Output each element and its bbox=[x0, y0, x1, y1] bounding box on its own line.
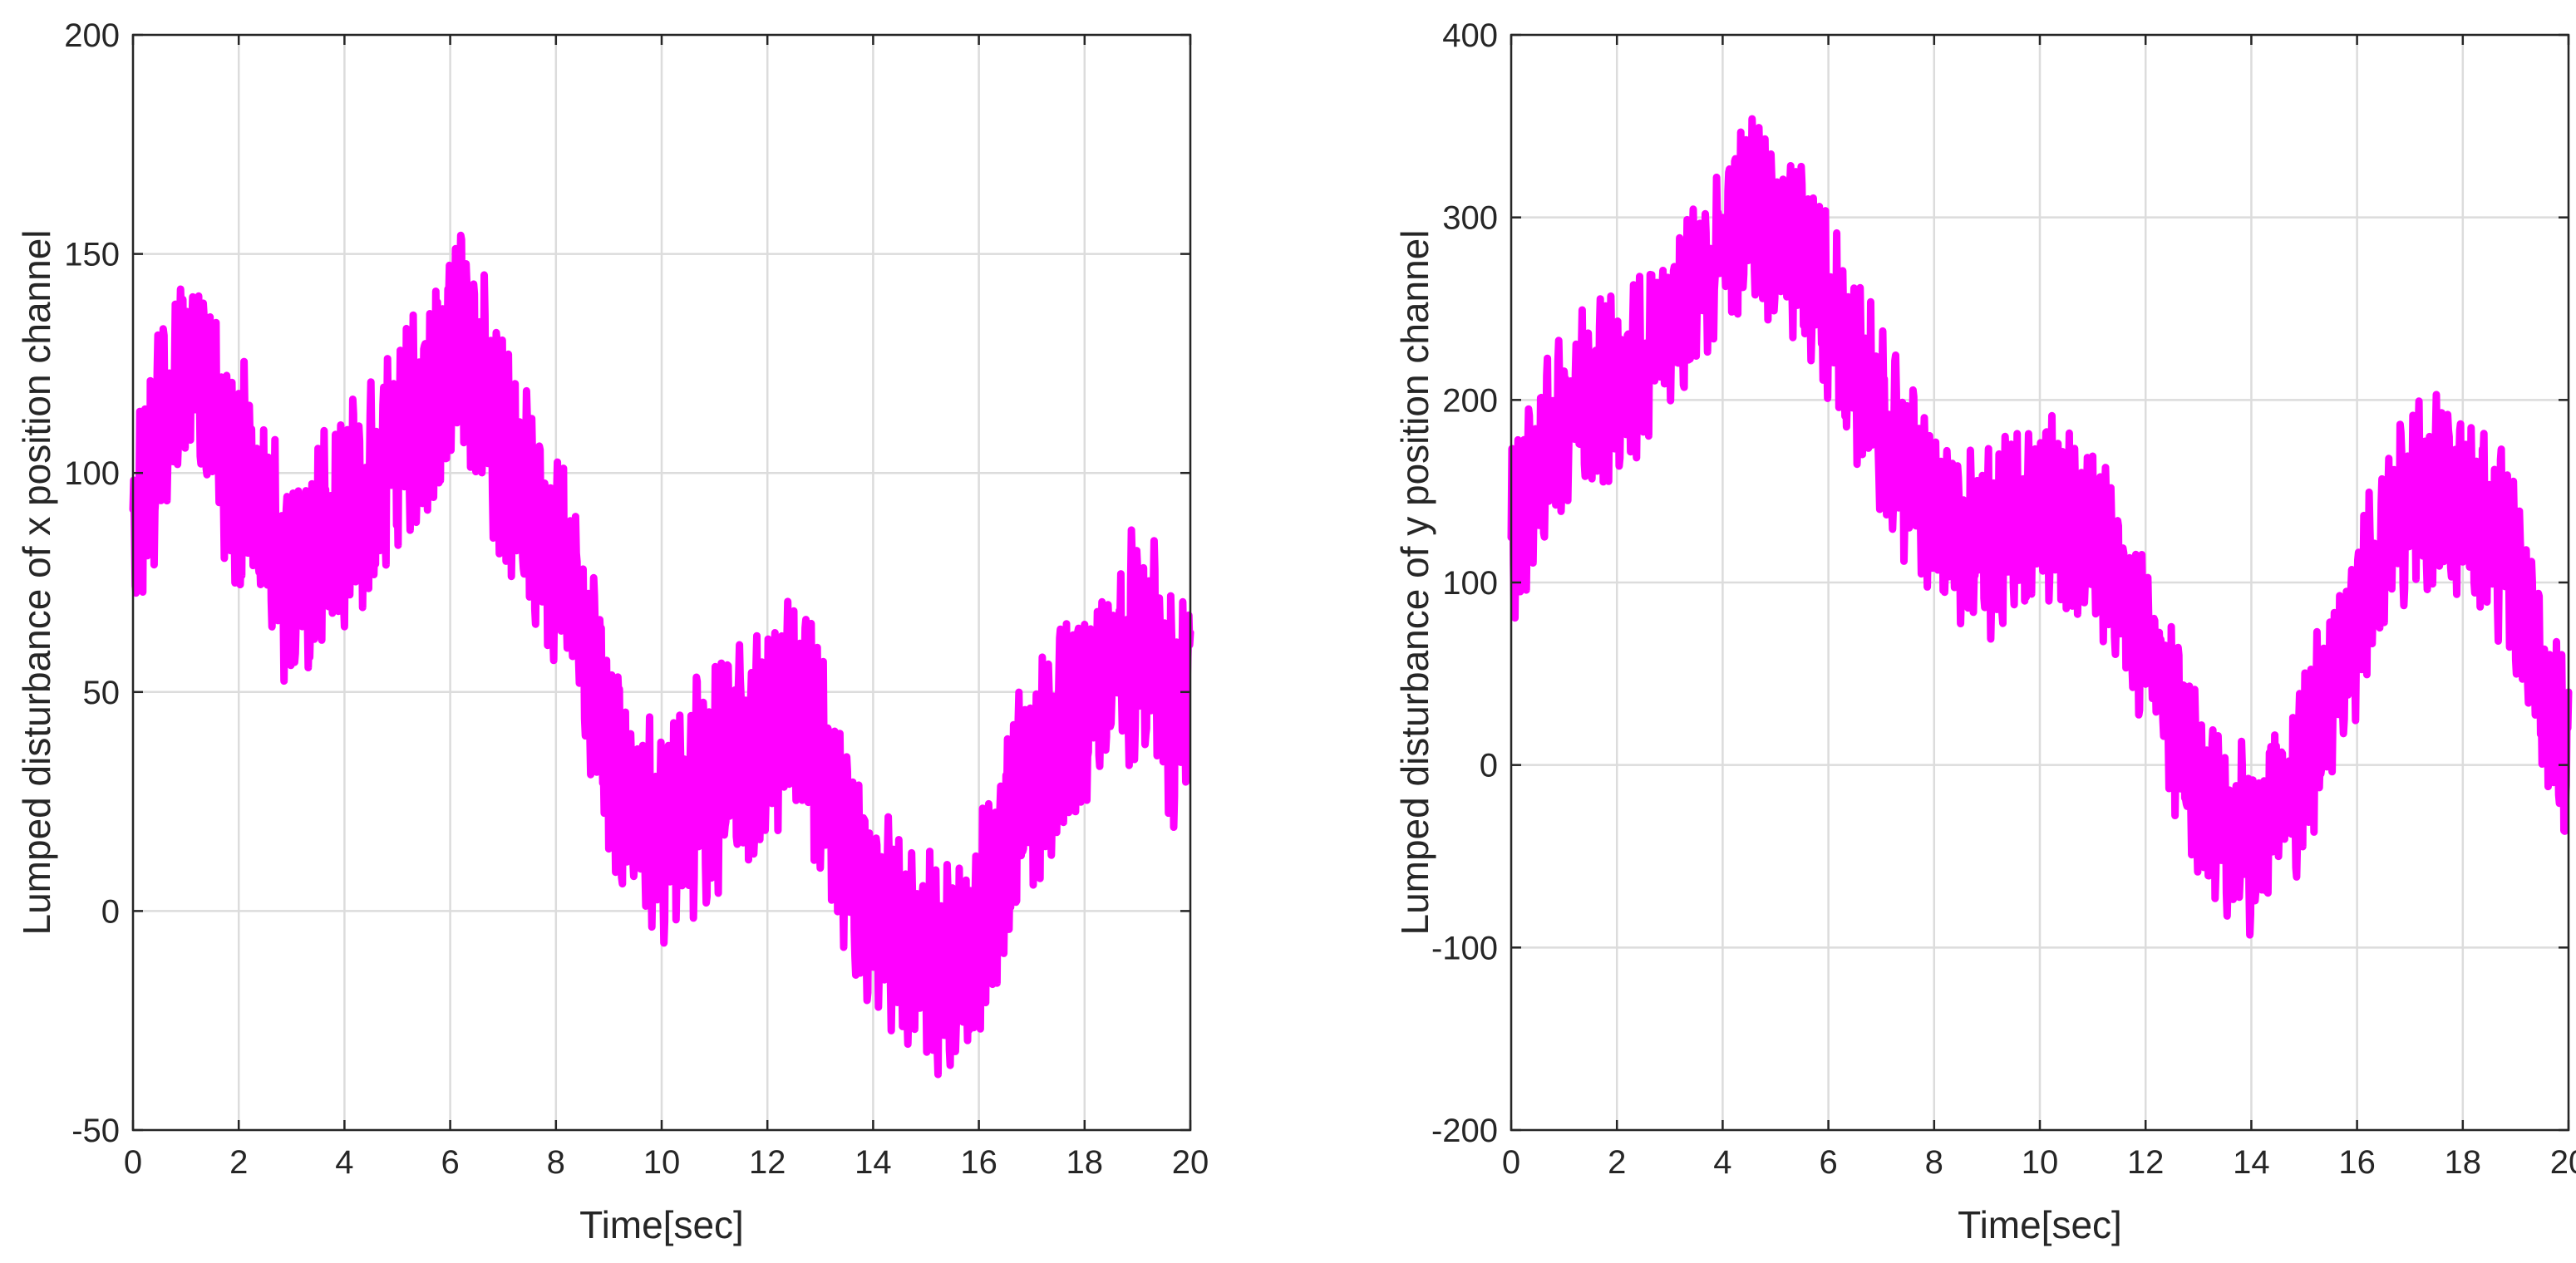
x-tick-label: 6 bbox=[1819, 1144, 1837, 1181]
y-tick-label: 150 bbox=[64, 237, 120, 273]
x-tick-label: 6 bbox=[441, 1144, 459, 1181]
series-line bbox=[1507, 115, 2573, 939]
x-tick-label: 16 bbox=[960, 1144, 997, 1181]
x-tick-label: 16 bbox=[2338, 1144, 2376, 1181]
x-tick-label: 8 bbox=[547, 1144, 565, 1181]
x-tick-label: 4 bbox=[335, 1144, 353, 1181]
y-tick-label: 200 bbox=[64, 17, 120, 54]
y-axis-label: Lumped disturbance of y position channel bbox=[1393, 229, 1436, 935]
y-tick-label: 200 bbox=[1442, 382, 1498, 419]
x-axis-label: Time[sec] bbox=[1958, 1203, 2122, 1246]
x-axis-label: Time[sec] bbox=[579, 1203, 744, 1246]
x-tick-label: 8 bbox=[1925, 1144, 1943, 1181]
y-tick-label: 50 bbox=[83, 675, 121, 711]
series-line bbox=[129, 231, 1194, 1079]
chart-x-position-disturbance: 0 2 4 6 8 10 12 14 16 18 20-50050100150200Time[sec… bbox=[15, 17, 1209, 1246]
y-tick-label: 0 bbox=[1480, 748, 1498, 784]
x-tick-label: 14 bbox=[855, 1144, 892, 1181]
x-tick-label: 4 bbox=[1713, 1144, 1731, 1181]
y-tick-label: 300 bbox=[1442, 200, 1498, 237]
y-tick-label: -100 bbox=[1431, 930, 1498, 966]
y-tick-label: 100 bbox=[1442, 565, 1498, 602]
y-tick-label: 100 bbox=[64, 455, 120, 492]
x-tick-label: 20 bbox=[2550, 1144, 2576, 1181]
x-tick-label: 0 bbox=[124, 1144, 142, 1181]
chart-y-position-disturbance: 0 2 4 6 8 10 12 14 16 18 20 -200 -100 0 100 200 300 400 Ti… bbox=[1393, 17, 2576, 1246]
x-tick-label: 14 bbox=[2233, 1144, 2270, 1181]
y-tick-label: -200 bbox=[1431, 1113, 1498, 1149]
x-tick-label: 12 bbox=[2127, 1144, 2165, 1181]
x-tick-label: 0 bbox=[1502, 1144, 1520, 1181]
x-tick-label: 2 bbox=[1608, 1144, 1626, 1181]
x-tick-label: 12 bbox=[749, 1144, 786, 1181]
y-tick-label: -50 bbox=[71, 1113, 120, 1149]
x-tick-label: 2 bbox=[229, 1144, 248, 1181]
x-tick-label: 20 bbox=[1172, 1144, 1209, 1181]
y-tick-label: 400 bbox=[1442, 17, 1498, 54]
x-tick-label: 10 bbox=[643, 1144, 681, 1181]
y-axis-label: Lumped disturbance of x position channel bbox=[15, 229, 58, 935]
x-tick-label: 18 bbox=[1066, 1144, 1104, 1181]
x-tick-label: 18 bbox=[2445, 1144, 2482, 1181]
x-tick-label: 10 bbox=[2022, 1144, 2059, 1181]
y-tick-label: 0 bbox=[101, 893, 120, 930]
